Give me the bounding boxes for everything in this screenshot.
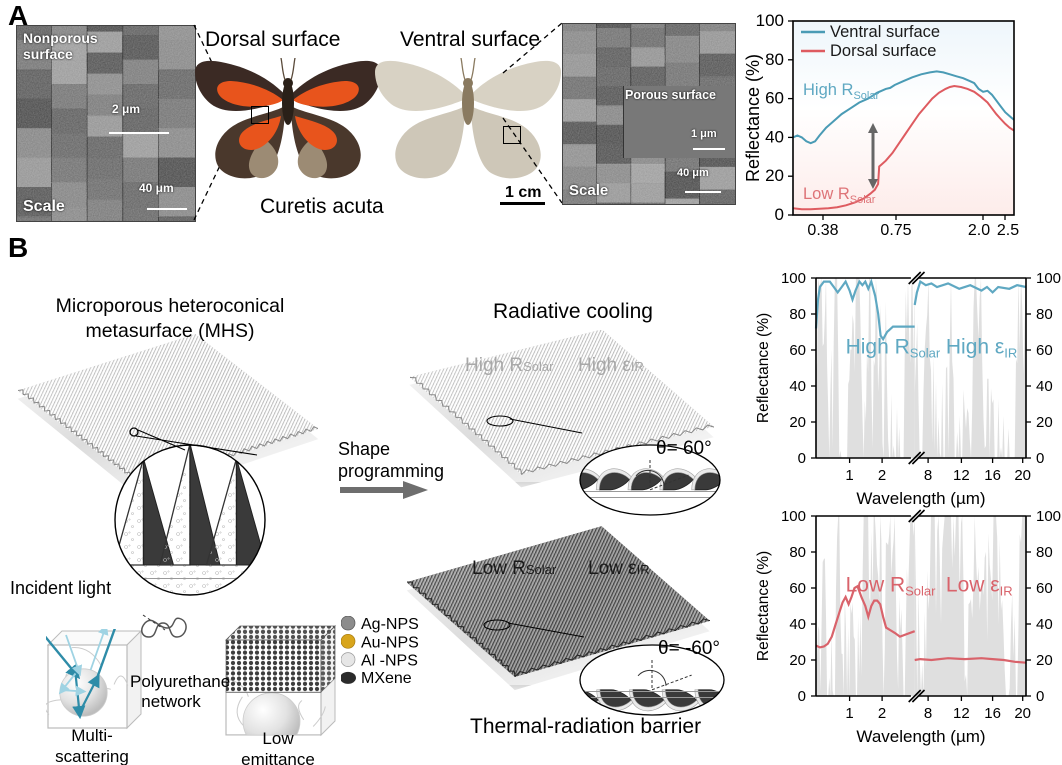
svg-text:40: 40 — [789, 616, 806, 633]
svg-text:Reflectance (%): Reflectance (%) — [743, 54, 763, 182]
svg-text:100: 100 — [781, 270, 806, 287]
svg-text:12: 12 — [953, 705, 970, 722]
svg-text:12: 12 — [953, 467, 970, 484]
svg-text:16: 16 — [984, 467, 1001, 484]
svg-text:80: 80 — [789, 544, 806, 561]
svg-text:80: 80 — [789, 306, 806, 323]
svg-text:0: 0 — [798, 450, 806, 467]
svg-text:40: 40 — [1036, 616, 1053, 633]
svg-text:20: 20 — [1014, 705, 1031, 722]
svg-text:1: 1 — [845, 467, 853, 484]
svg-text:2: 2 — [878, 705, 886, 722]
svg-text:60: 60 — [789, 342, 806, 359]
svg-text:16: 16 — [984, 705, 1001, 722]
svg-text:100: 100 — [1036, 508, 1061, 525]
svg-text:100: 100 — [1036, 270, 1061, 287]
svg-text:80: 80 — [1036, 306, 1053, 323]
svg-text:20: 20 — [1036, 414, 1053, 431]
svg-text:60: 60 — [789, 580, 806, 597]
svg-text:High εIR: High εIR — [946, 336, 1017, 361]
svg-text:60: 60 — [765, 89, 784, 108]
svg-text:60: 60 — [1036, 580, 1053, 597]
svg-text:0: 0 — [1036, 688, 1044, 705]
svg-text:80: 80 — [765, 50, 784, 69]
svg-text:Low RSolar: Low RSolar — [846, 574, 937, 599]
svg-text:0: 0 — [798, 688, 806, 705]
svg-text:80: 80 — [1036, 544, 1053, 561]
svg-text:Reflectance (%): Reflectance (%) — [755, 551, 772, 661]
svg-text:20: 20 — [765, 166, 784, 185]
svg-text:Dorsal surface: Dorsal surface — [830, 42, 936, 60]
svg-text:Reflectance (%): Reflectance (%) — [755, 313, 772, 423]
svg-text:Wavelength (µm): Wavelength (µm) — [856, 727, 985, 746]
svg-text:8: 8 — [924, 705, 932, 722]
svg-text:40: 40 — [765, 127, 784, 146]
svg-text:20: 20 — [1014, 467, 1031, 484]
svg-text:60: 60 — [1036, 342, 1053, 359]
svg-text:20: 20 — [789, 414, 806, 431]
svg-text:20: 20 — [789, 652, 806, 669]
svg-text:Low εIR: Low εIR — [946, 574, 1013, 599]
svg-text:1: 1 — [845, 705, 853, 722]
svg-text:2: 2 — [878, 467, 886, 484]
svg-text:40: 40 — [1036, 378, 1053, 395]
svg-text:40: 40 — [789, 378, 806, 395]
svg-text:0: 0 — [1036, 450, 1044, 467]
svg-text:100: 100 — [781, 508, 806, 525]
svg-text:8: 8 — [924, 467, 932, 484]
svg-text:0: 0 — [775, 205, 784, 224]
svg-text:20: 20 — [1036, 652, 1053, 669]
svg-text:Ventral surface: Ventral surface — [830, 23, 940, 41]
svg-text:Wavelength (µm): Wavelength (µm) — [856, 489, 985, 508]
svg-text:100: 100 — [756, 11, 784, 30]
